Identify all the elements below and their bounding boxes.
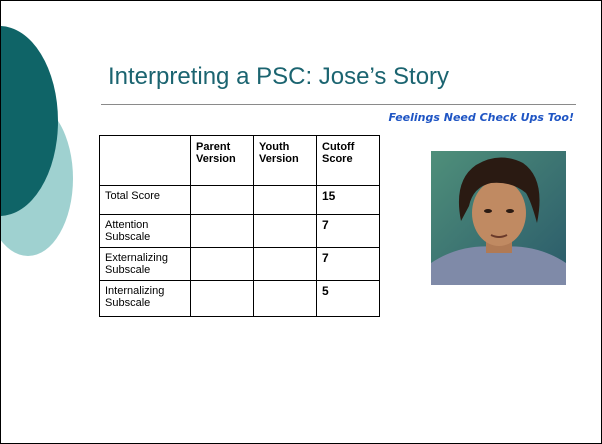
- table-cell: [191, 186, 254, 215]
- column-header: Parent Version: [191, 136, 254, 186]
- table-cell: Total Score: [100, 186, 191, 215]
- table-cell: Internalizing Subscale: [100, 281, 191, 317]
- table-cell: 7: [317, 215, 380, 248]
- table-cell: [191, 281, 254, 317]
- column-header: Cutoff Score: [317, 136, 380, 186]
- column-header: [100, 136, 191, 186]
- table-cell: Attention Subscale: [100, 215, 191, 248]
- portrait-photo: [431, 151, 566, 285]
- table-cell: 15: [317, 186, 380, 215]
- table-cell: [254, 248, 317, 281]
- title-rule: [101, 104, 576, 105]
- slide-subtitle: Feelings Need Check Ups Too!: [389, 111, 574, 124]
- table-cell: [254, 281, 317, 317]
- table-cell: [254, 215, 317, 248]
- table-cell: [191, 215, 254, 248]
- table-row: Internalizing Subscale 5: [100, 281, 380, 317]
- table-row: Attention Subscale 7: [100, 215, 380, 248]
- table-cell: [191, 248, 254, 281]
- table-cell: 5: [317, 281, 380, 317]
- table-cell: 7: [317, 248, 380, 281]
- table-cell: Externalizing Subscale: [100, 248, 191, 281]
- table-row: Total Score 15: [100, 186, 380, 215]
- slide-title: Interpreting a PSC: Jose’s Story: [108, 63, 449, 91]
- table-cell: [254, 186, 317, 215]
- slide: Interpreting a PSC: Jose’s Story Feeling…: [0, 0, 602, 444]
- table-row: Externalizing Subscale 7: [100, 248, 380, 281]
- column-header: Youth Version: [254, 136, 317, 186]
